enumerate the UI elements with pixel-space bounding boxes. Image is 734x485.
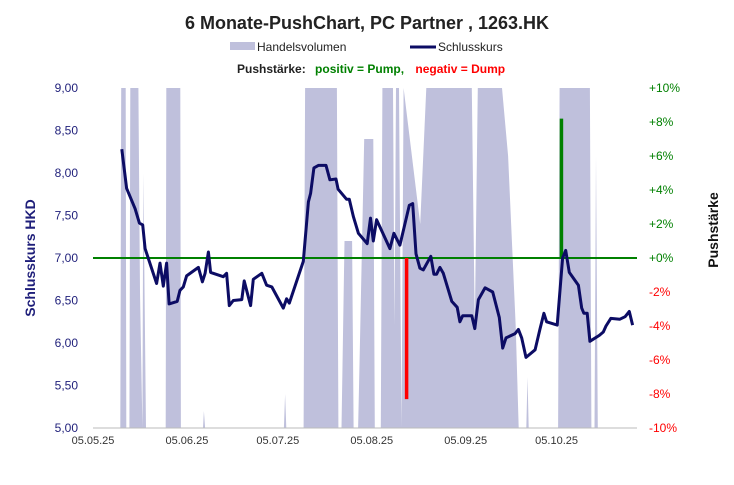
left-axis: 5,00 5,50 6,00 6,50 7,00 7,50 8,00 8,50 9,00: [55, 81, 79, 435]
legend-push-prefix: Pushstärke:: [237, 62, 306, 76]
legend-push-positive: positiv = Pump,: [315, 62, 404, 76]
x-axis: 05.05.25 05.06.25 05.07.25 05.08.25 05.09.25…: [72, 435, 578, 447]
left-tick-label: 5,00: [55, 421, 79, 435]
left-tick-label: 6,50: [55, 294, 79, 308]
right-tick-label: -10%: [649, 421, 677, 435]
right-tick-label: -2%: [649, 285, 671, 299]
x-tick-label: 05.05.25: [72, 435, 115, 447]
right-tick-label: +0%: [649, 251, 674, 265]
close-line-layer: [120, 149, 635, 359]
legend-push-negative: negativ = Dump: [415, 62, 505, 76]
right-tick-label: +2%: [649, 217, 674, 231]
right-tick-label: +4%: [649, 183, 674, 197]
right-tick-label: +6%: [649, 149, 674, 163]
left-axis-title: Schlusskurs HKD: [22, 199, 38, 316]
x-tick-label: 05.07.25: [256, 435, 299, 447]
right-axis-title: Pushstärke: [705, 192, 721, 268]
left-tick-label: 5,50: [55, 379, 79, 393]
right-axis: -10% -8% -6% -4% -2% +0% +2% +4% +6% +8% +10%: [649, 81, 680, 435]
left-tick-label: 7,50: [55, 209, 79, 223]
left-tick-label: 8,00: [55, 166, 79, 180]
legend-push: Pushstärke: positiv = Pump, negativ = Du…: [237, 62, 505, 76]
left-tick-label: 7,00: [55, 251, 79, 265]
right-tick-label: +8%: [649, 115, 674, 129]
close-price-line: [120, 149, 635, 359]
legend: Handelsvolumen Schlusskurs Pushstärke: p…: [230, 40, 505, 76]
right-tick-label: +10%: [649, 81, 680, 95]
left-tick-label: 8,50: [55, 124, 79, 138]
right-tick-label: -6%: [649, 353, 671, 367]
right-tick-label: -4%: [649, 319, 671, 333]
legend-volume-swatch: [230, 42, 255, 50]
x-tick-label: 05.06.25: [166, 435, 209, 447]
push-bars-layer: [404, 118, 564, 400]
x-tick-label: 05.09.25: [444, 435, 487, 447]
right-tick-label: -8%: [649, 387, 671, 401]
legend-close-label: Schlusskurs: [438, 40, 503, 54]
chart-title: 6 Monate-PushChart, PC Partner , 1263.HK: [185, 13, 549, 33]
left-tick-label: 6,00: [55, 336, 79, 350]
x-tick-label: 05.10.25: [535, 435, 578, 447]
left-tick-label: 9,00: [55, 81, 79, 95]
legend-volume-label: Handelsvolumen: [257, 40, 346, 54]
x-tick-label: 05.08.25: [350, 435, 393, 447]
